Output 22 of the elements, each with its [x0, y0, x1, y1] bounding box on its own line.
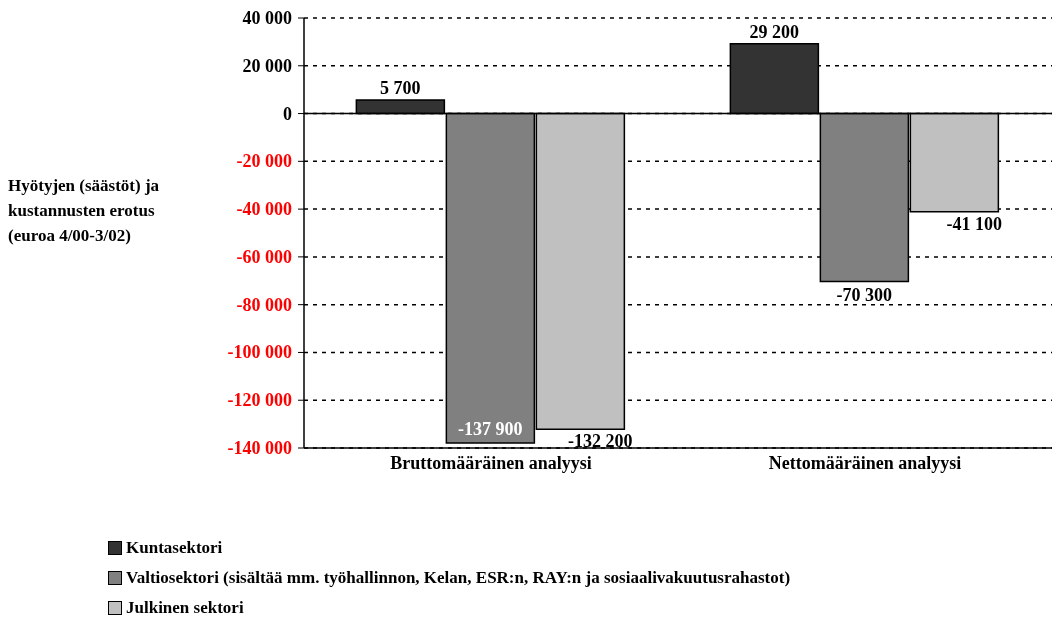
data-label: -137 900: [458, 418, 523, 439]
y-tick-label: -80 000: [236, 294, 292, 315]
y-tick-label: -100 000: [227, 342, 292, 363]
y-tick-label: -140 000: [227, 438, 292, 458]
y-tick-label: -40 000: [236, 199, 292, 220]
y-axis-title: Hyötyjen (säästöt) ja kustannusten erotus (euroa 4/00-3/02): [8, 175, 161, 247]
y-tick-label: -120 000: [227, 390, 292, 411]
y-tick-label: 20 000: [242, 55, 292, 76]
data-label: 29 200: [749, 21, 800, 42]
legend-label: Valtiosektori (sisältää mm. työhallinnon, Kelan, ESR:n, RAY:n ja sosiaalivakuutusrahastot): [126, 568, 791, 588]
x-tick-label: Nettomääräinen analyysi: [768, 452, 962, 473]
legend-label: Kuntasektori: [126, 538, 223, 558]
y-tick-label: 40 000: [242, 8, 292, 28]
data-label: -132 200: [568, 431, 633, 452]
data-label: -41 100: [946, 213, 1003, 234]
y-tick-label: -20 000: [236, 151, 292, 172]
y-tick-label: -60 000: [236, 246, 292, 267]
legend-label: Julkinen sektori: [126, 598, 244, 618]
x-tick-label: Bruttomääräinen analyysi: [390, 452, 592, 473]
y-tick-label: 0: [283, 103, 292, 124]
data-label: -70 300: [836, 285, 893, 306]
data-label: 5 700: [380, 77, 421, 98]
